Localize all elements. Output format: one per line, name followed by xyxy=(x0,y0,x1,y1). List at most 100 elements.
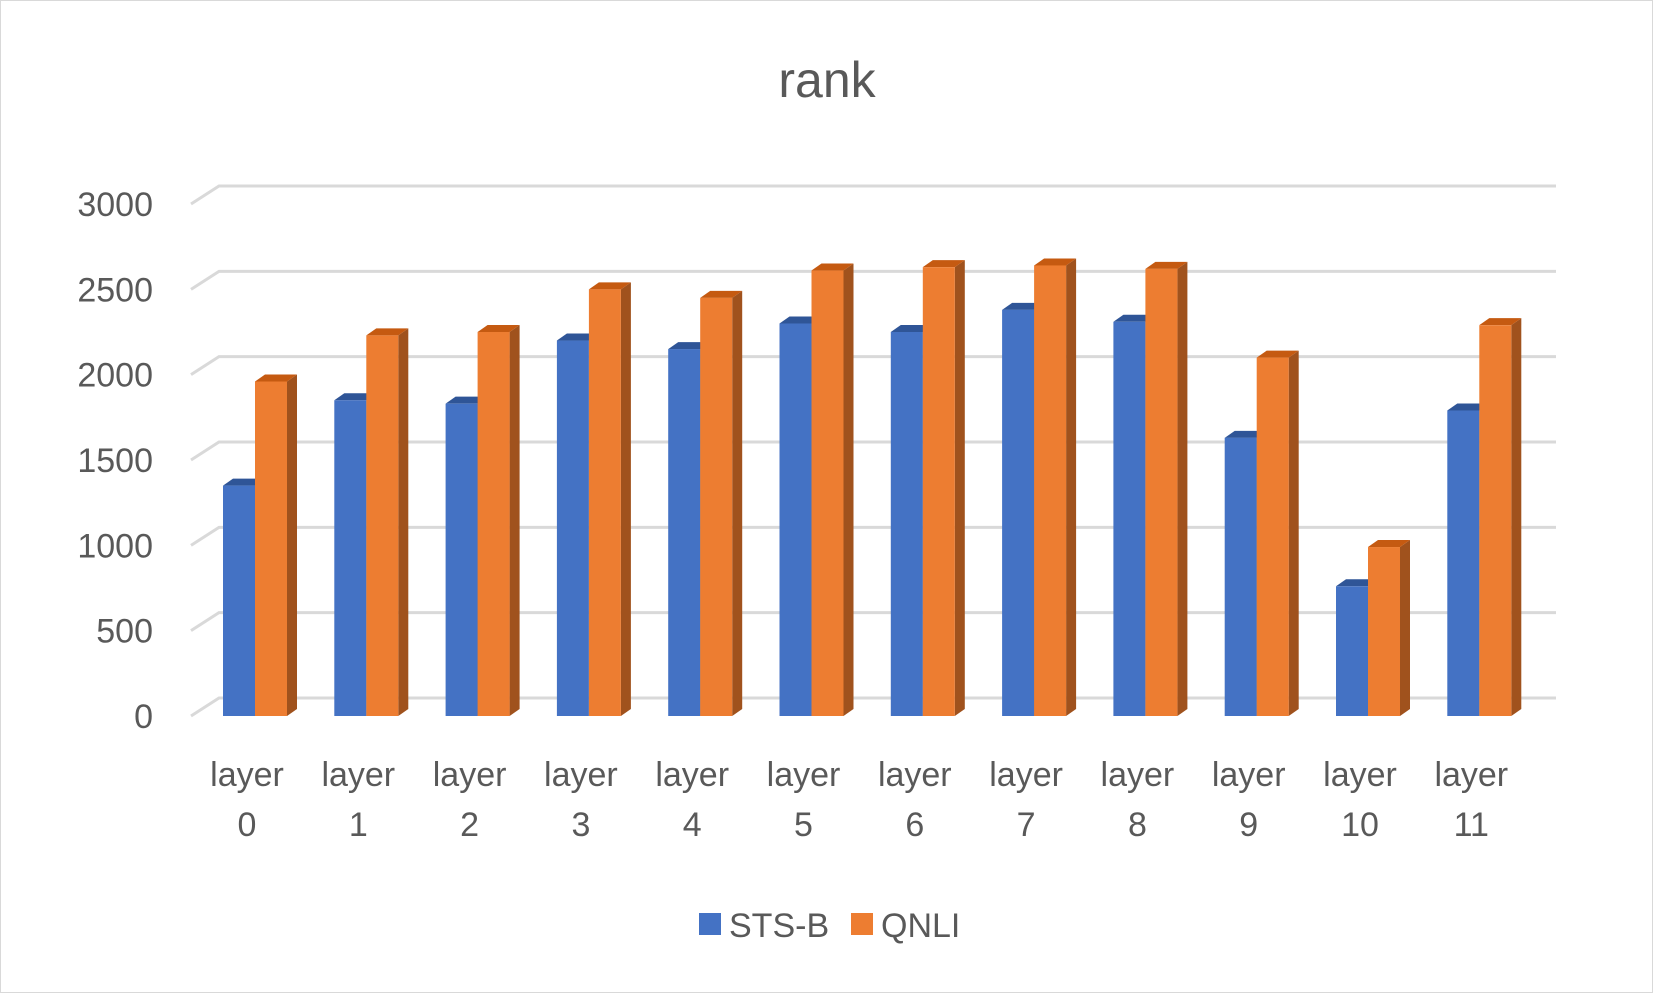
bar-side xyxy=(1400,540,1410,716)
x-tick-label: 5 xyxy=(794,806,813,844)
chart-title: rank xyxy=(778,52,876,108)
bar-front xyxy=(588,289,621,716)
bar-side xyxy=(620,282,631,716)
bar-front xyxy=(1368,547,1400,716)
bar-front xyxy=(1145,268,1178,716)
bar-front xyxy=(334,400,367,716)
bars xyxy=(223,258,1522,716)
y-tick-label: 500 xyxy=(96,613,153,651)
y-axis-ticks: 0 500 1000 1500 2000 2500 3000 xyxy=(77,186,153,736)
gridline xyxy=(190,611,1556,632)
y-tick-label: 2000 xyxy=(77,357,153,395)
bar-QNLI xyxy=(1368,540,1410,716)
bar-QNLI xyxy=(477,325,520,716)
bar-top xyxy=(255,374,297,382)
bar-top xyxy=(890,325,933,332)
legend-swatch xyxy=(851,913,873,935)
bar-front xyxy=(1479,325,1512,716)
gridline xyxy=(190,269,1556,291)
bar-top xyxy=(1256,350,1299,358)
legend-label: QNLI xyxy=(881,907,960,945)
x-tick-label: 7 xyxy=(1017,806,1036,844)
bar-top xyxy=(1224,430,1267,438)
bar-top xyxy=(223,478,265,486)
y-tick-label: 1000 xyxy=(77,527,153,565)
bar-front xyxy=(366,335,399,716)
bar-top xyxy=(668,342,711,350)
legend-label: STS-B xyxy=(729,907,829,945)
x-tick-label: layer xyxy=(1212,756,1286,794)
bar-side xyxy=(843,263,854,716)
legend-swatch xyxy=(699,913,721,935)
bar-top xyxy=(922,260,965,268)
x-tick-label: layer xyxy=(321,756,395,794)
bar-front xyxy=(445,403,478,716)
bar-top xyxy=(588,282,631,290)
x-tick-label: layer xyxy=(210,756,284,794)
bar-front xyxy=(811,270,844,716)
bar-top xyxy=(779,316,822,324)
bar-top xyxy=(1447,403,1490,411)
x-tick-label: 1 xyxy=(349,806,368,844)
bar-side xyxy=(732,290,743,716)
bar-top xyxy=(445,396,488,404)
bar-front xyxy=(700,297,733,716)
bar-top xyxy=(1002,302,1045,310)
bar-front xyxy=(779,323,812,716)
gridlines xyxy=(190,184,1556,718)
bar-QNLI xyxy=(1034,258,1077,716)
bar-front xyxy=(1336,586,1368,716)
gridline xyxy=(190,355,1556,376)
bar-top xyxy=(700,290,743,298)
gridline xyxy=(190,525,1556,547)
bar-front xyxy=(223,485,255,716)
bar-top xyxy=(1368,540,1410,548)
bar-top xyxy=(1479,318,1522,326)
bar-side xyxy=(287,374,297,716)
bar-top xyxy=(1034,258,1077,266)
legend: STS-B QNLI xyxy=(699,907,960,945)
bar-front xyxy=(556,340,589,716)
x-tick-label: 11 xyxy=(1454,806,1489,844)
bar-QNLI xyxy=(1479,318,1522,716)
x-tick-label: 3 xyxy=(571,806,590,844)
bar-front xyxy=(890,332,923,716)
bar-QNLI xyxy=(366,328,409,716)
bar-front xyxy=(1113,321,1146,716)
x-tick-label: 9 xyxy=(1239,806,1258,844)
x-tick-label: 10 xyxy=(1341,806,1379,844)
gridline xyxy=(190,440,1556,462)
y-tick-label: 0 xyxy=(134,698,153,736)
bar-front xyxy=(1002,309,1035,716)
x-tick-label: layer xyxy=(1323,756,1397,794)
bar-QNLI xyxy=(700,290,743,716)
x-tick-label: layer xyxy=(1434,756,1508,794)
bar-front xyxy=(1447,410,1480,716)
bar-front xyxy=(668,349,701,716)
y-tick-label: 3000 xyxy=(77,186,153,224)
bar-top xyxy=(366,328,409,336)
bar-top xyxy=(556,333,599,341)
bar-top xyxy=(1113,314,1156,322)
x-tick-label: layer xyxy=(655,756,729,794)
bar-QNLI xyxy=(922,260,965,716)
bar-front xyxy=(255,381,287,716)
bar-front xyxy=(1034,265,1067,716)
gridline xyxy=(190,184,1556,206)
x-tick-label: 6 xyxy=(905,806,924,844)
x-tick-label: layer xyxy=(433,756,507,794)
bar-top xyxy=(1336,579,1378,587)
bar-side xyxy=(1288,350,1299,716)
bar-front xyxy=(1224,437,1257,716)
x-tick-label: 0 xyxy=(238,806,257,844)
bar-top xyxy=(1145,261,1188,269)
bar-front xyxy=(1256,357,1289,716)
x-tick-label: 4 xyxy=(683,806,702,844)
bar-side xyxy=(1177,261,1188,716)
bar-top xyxy=(811,263,854,271)
bar-QNLI xyxy=(1145,261,1188,716)
bar-side xyxy=(1511,318,1522,716)
gridline xyxy=(190,696,1556,718)
